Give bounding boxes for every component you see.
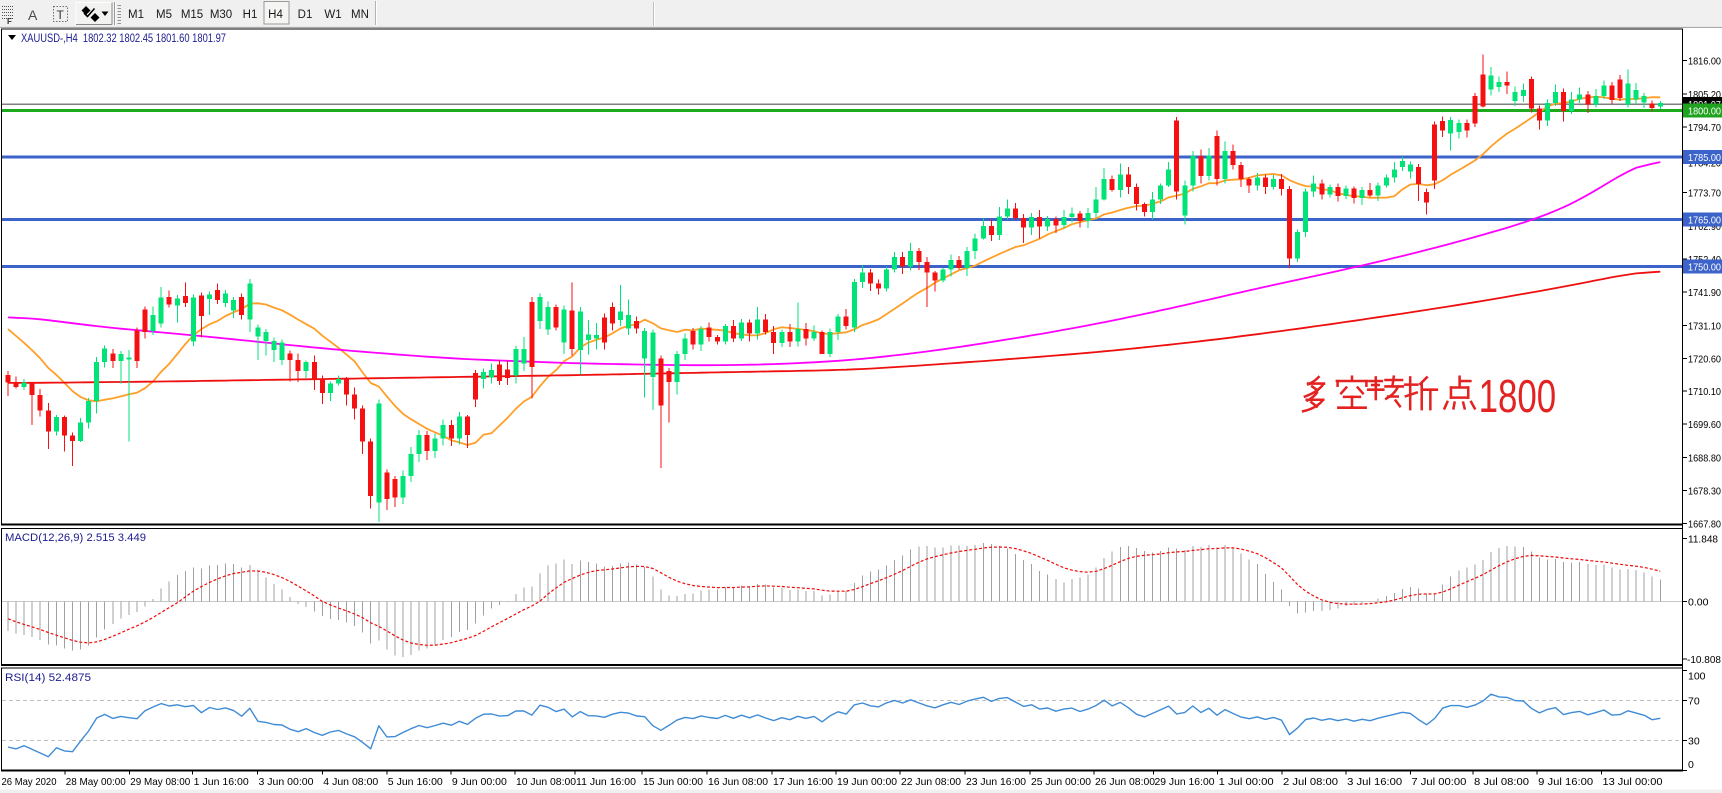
svg-text:23 Jun 16:00: 23 Jun 16:00 — [966, 776, 1026, 788]
svg-text:70: 70 — [1688, 696, 1700, 708]
svg-text:1699.60: 1699.60 — [1688, 419, 1721, 431]
svg-text:9 Jul 16:00: 9 Jul 16:00 — [1538, 776, 1593, 788]
svg-text:-10.808: -10.808 — [1687, 654, 1721, 666]
svg-text:1773.70: 1773.70 — [1688, 187, 1721, 199]
svg-text:RSI(14) 52.4875: RSI(14) 52.4875 — [5, 672, 91, 684]
svg-text:1800.00: 1800.00 — [1688, 105, 1721, 117]
svg-text:1720.60: 1720.60 — [1688, 353, 1721, 365]
svg-text:MACD(12,26,9) 2.515 3.449: MACD(12,26,9) 2.515 3.449 — [5, 532, 146, 544]
svg-text:26 May 2020: 26 May 2020 — [2, 776, 57, 788]
svg-text:1794.70: 1794.70 — [1688, 122, 1721, 134]
svg-text:4 Jun 08:00: 4 Jun 08:00 — [323, 776, 378, 788]
svg-text:1765.00: 1765.00 — [1688, 215, 1721, 227]
svg-text:M15: M15 — [181, 9, 203, 21]
svg-text:1785.00: 1785.00 — [1688, 152, 1721, 164]
svg-text:5 Jun 16:00: 5 Jun 16:00 — [388, 776, 443, 788]
svg-text:1 Jun 16:00: 1 Jun 16:00 — [194, 776, 249, 788]
svg-text:1741.90: 1741.90 — [1688, 287, 1721, 299]
svg-text:1816.00: 1816.00 — [1688, 55, 1721, 67]
svg-text:XAUUSD-,H4 1802.32 1802.45 18: XAUUSD-,H4 1802.32 1802.45 1801.60 1801.… — [21, 33, 226, 45]
svg-text:0.00: 0.00 — [1688, 597, 1709, 609]
svg-text:3 Jul 16:00: 3 Jul 16:00 — [1347, 776, 1402, 788]
svg-text:F: F — [7, 17, 12, 26]
svg-text:26 Jun 08:00: 26 Jun 08:00 — [1095, 776, 1155, 788]
svg-text:15 Jun 00:00: 15 Jun 00:00 — [643, 776, 703, 788]
svg-text:1 Jul 00:00: 1 Jul 00:00 — [1219, 776, 1274, 788]
svg-text:30: 30 — [1688, 736, 1700, 748]
svg-text:1710.10: 1710.10 — [1688, 386, 1721, 398]
svg-text:H4: H4 — [268, 9, 283, 21]
svg-text:13 Jul 00:00: 13 Jul 00:00 — [1603, 776, 1663, 788]
svg-text:29 May 08:00: 29 May 08:00 — [130, 776, 190, 788]
svg-text:19 Jun 00:00: 19 Jun 00:00 — [837, 776, 897, 788]
svg-text:2 Jul 08:00: 2 Jul 08:00 — [1283, 776, 1338, 788]
svg-text:100: 100 — [1688, 670, 1706, 682]
svg-text:0: 0 — [1688, 759, 1694, 771]
svg-text:11 Jun 16:00: 11 Jun 16:00 — [576, 776, 636, 788]
svg-text:16 Jun 08:00: 16 Jun 08:00 — [708, 776, 768, 788]
svg-text:10 Jun 08:00: 10 Jun 08:00 — [516, 776, 576, 788]
svg-text:M1: M1 — [128, 9, 144, 21]
svg-text:25 Jun 00:00: 25 Jun 00:00 — [1031, 776, 1091, 788]
svg-text:A: A — [28, 7, 38, 23]
svg-text:1750.00: 1750.00 — [1688, 261, 1721, 273]
svg-text:M5: M5 — [156, 9, 172, 21]
svg-text:D1: D1 — [298, 9, 313, 21]
svg-text:1688.80: 1688.80 — [1688, 453, 1721, 465]
svg-text:1800: 1800 — [1479, 370, 1557, 422]
svg-text:3 Jun 00:00: 3 Jun 00:00 — [259, 776, 314, 788]
svg-text:22 Jun 08:00: 22 Jun 08:00 — [901, 776, 961, 788]
svg-text:1678.30: 1678.30 — [1688, 485, 1721, 497]
svg-text:17 Jun 16:00: 17 Jun 16:00 — [773, 776, 833, 788]
svg-text:9 Jun 00:00: 9 Jun 00:00 — [452, 776, 507, 788]
svg-text:MN: MN — [351, 9, 369, 21]
svg-text:29 Jun 16:00: 29 Jun 16:00 — [1155, 776, 1215, 788]
svg-text:8 Jul 08:00: 8 Jul 08:00 — [1474, 776, 1529, 788]
svg-text:W1: W1 — [324, 9, 341, 21]
svg-text:28 May 00:00: 28 May 00:00 — [66, 776, 126, 788]
svg-text:H1: H1 — [243, 9, 258, 21]
svg-text:11.848: 11.848 — [1688, 534, 1718, 546]
svg-text:7 Jul 00:00: 7 Jul 00:00 — [1411, 776, 1466, 788]
svg-text:T: T — [57, 8, 65, 22]
svg-text:M30: M30 — [210, 9, 232, 21]
svg-text:1731.10: 1731.10 — [1688, 321, 1721, 333]
svg-text:1667.80: 1667.80 — [1688, 518, 1721, 530]
